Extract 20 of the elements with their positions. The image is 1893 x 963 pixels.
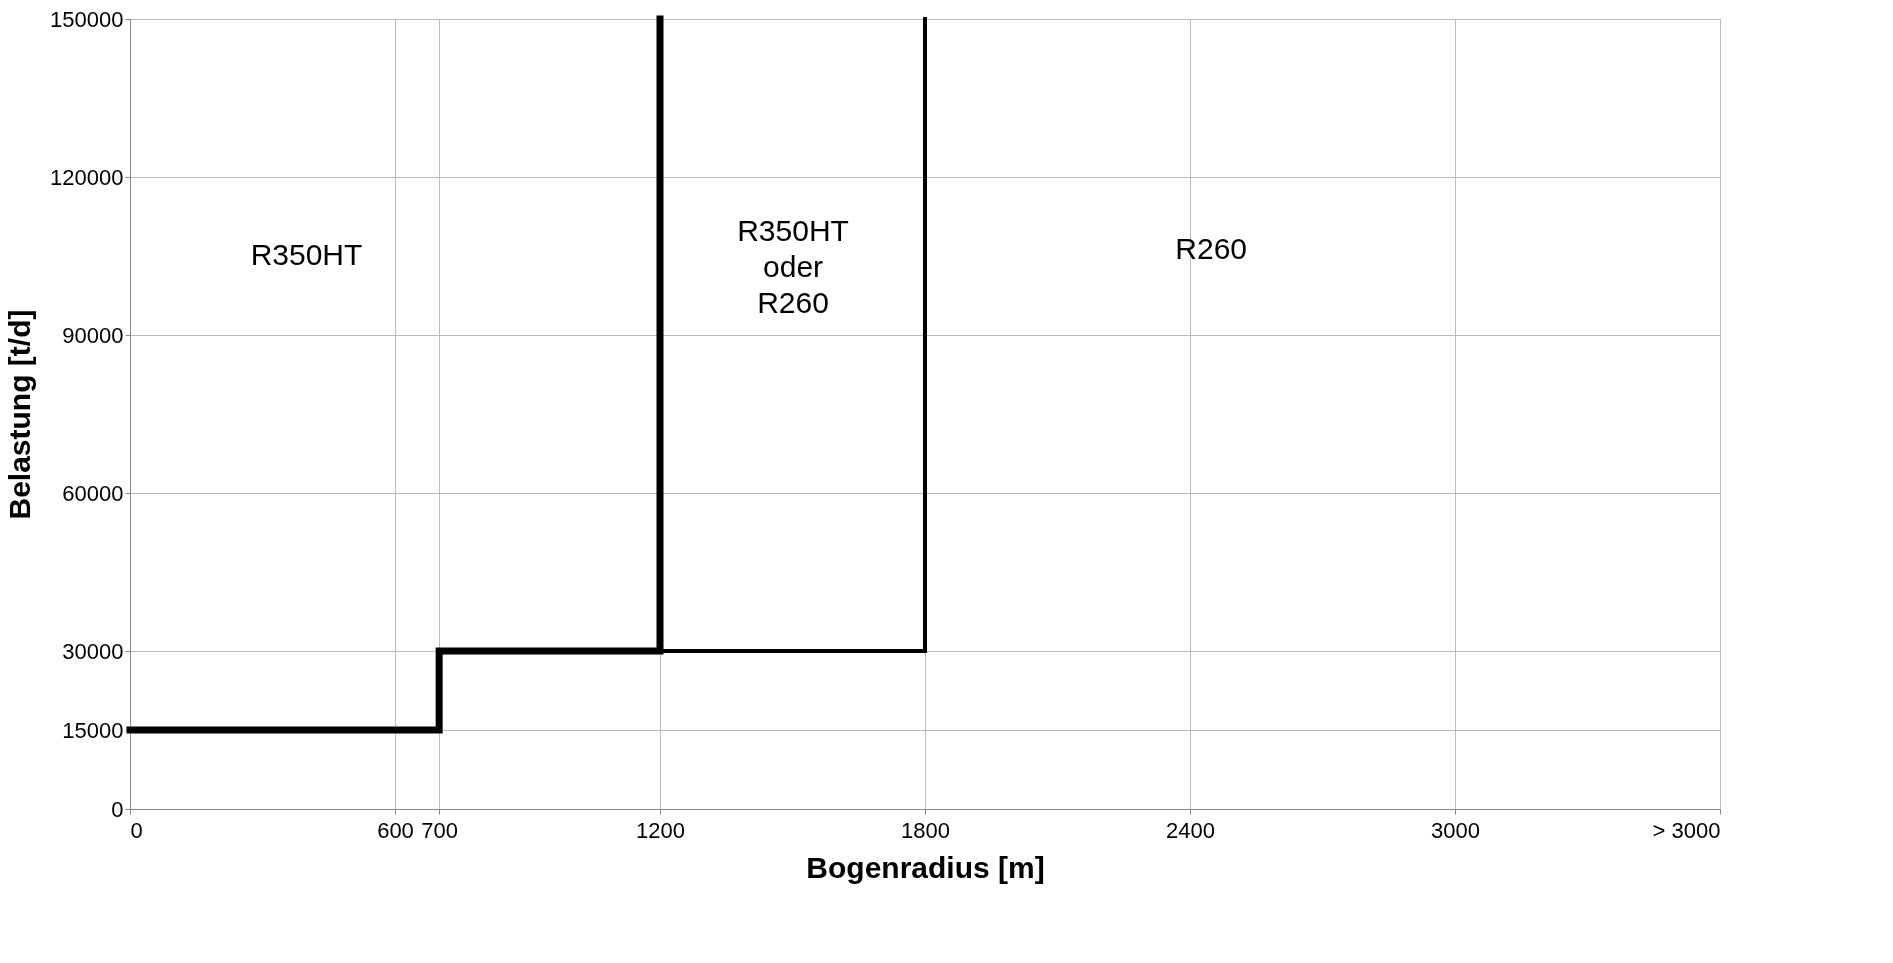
x-tick-label: 1800 xyxy=(901,817,950,843)
y-tick-label: 120000 xyxy=(50,164,124,190)
y-tick-label: 60000 xyxy=(62,480,124,506)
x-tick-label: 600 xyxy=(377,817,414,843)
x-tick-label: > 3000 xyxy=(1652,817,1721,843)
y-tick-label: 90000 xyxy=(62,322,124,348)
annotation: R350HT oder R260 xyxy=(737,214,849,320)
x-axis-title: Bogenradius [m] xyxy=(806,850,1045,884)
x-tick-label: 3000 xyxy=(1431,817,1480,843)
annotation: R350HT xyxy=(250,238,363,271)
y-tick-label: 15000 xyxy=(62,717,124,743)
y-tick-label: 30000 xyxy=(62,638,124,664)
y-tick-label: 150000 xyxy=(50,6,124,32)
x-tick-label: 0 xyxy=(130,817,143,843)
y-axis-title: Belastung [t/d] xyxy=(3,309,37,520)
y-tick-label: 0 xyxy=(111,796,124,822)
x-tick-label: 1200 xyxy=(636,817,685,843)
annotation: R260 xyxy=(1175,232,1248,266)
x-tick-label: 2400 xyxy=(1166,817,1215,843)
x-tick-label: 700 xyxy=(421,817,459,843)
